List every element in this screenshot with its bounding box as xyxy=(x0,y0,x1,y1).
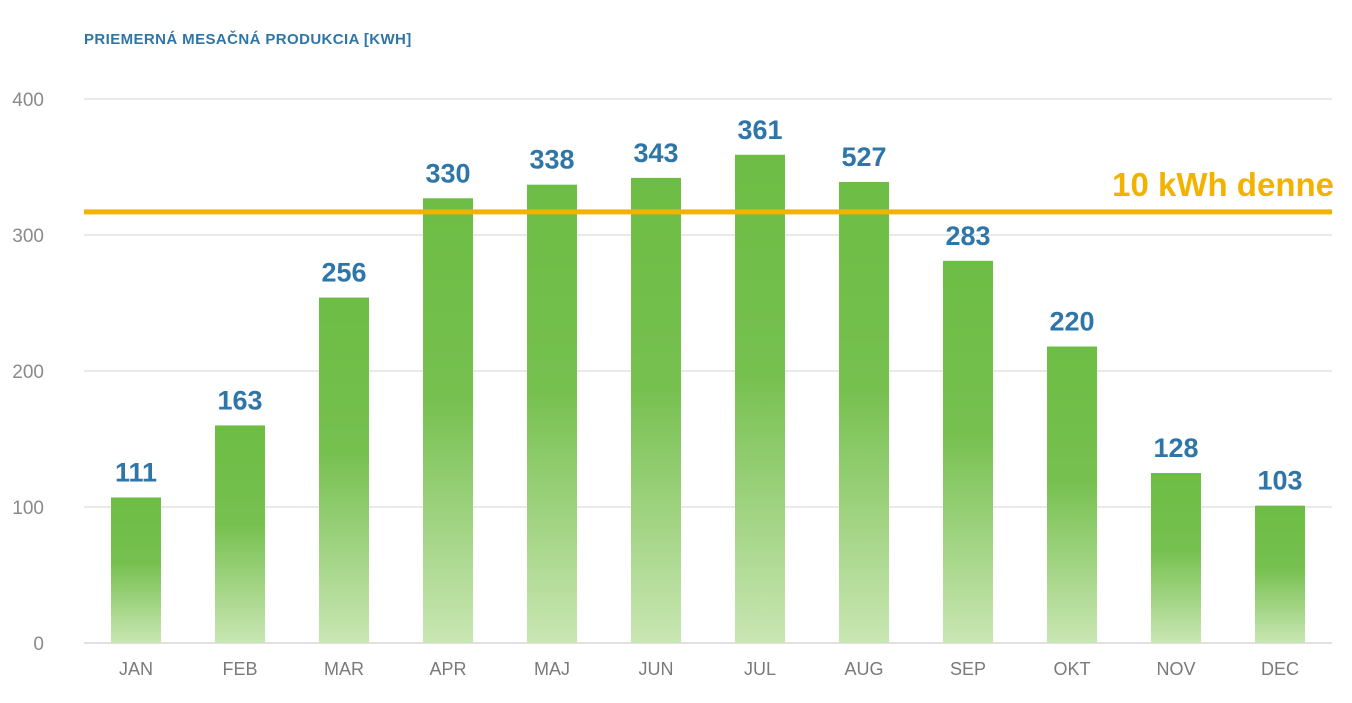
bar-maj xyxy=(527,184,577,643)
y-tick-label: 200 xyxy=(12,362,44,383)
x-tick-label: AUG xyxy=(844,659,883,679)
bar-feb xyxy=(215,425,265,643)
chart-title: PRIEMERNÁ MESAČNÁ PRODUKCIA [KWH] xyxy=(84,31,412,48)
data-label: 361 xyxy=(737,115,782,145)
x-tick-label: JUL xyxy=(744,659,776,679)
y-tick-label: 300 xyxy=(12,226,44,247)
data-label: 338 xyxy=(529,145,574,175)
data-label: 256 xyxy=(321,258,366,288)
data-label: 111 xyxy=(115,457,157,487)
bar-mar xyxy=(319,297,369,643)
bar-jun xyxy=(631,177,681,643)
x-tick-label: APR xyxy=(429,659,466,679)
data-label: 527 xyxy=(841,142,886,172)
y-tick-label: 100 xyxy=(12,498,44,519)
bar-jul xyxy=(735,154,785,643)
x-tick-label: JUN xyxy=(639,659,674,679)
y-tick-label: 400 xyxy=(12,90,44,111)
x-tick-label: MAR xyxy=(324,659,364,679)
data-label: 163 xyxy=(217,385,262,415)
bar-nov xyxy=(1151,473,1201,643)
x-tick-label: SEP xyxy=(950,659,986,679)
data-label: 128 xyxy=(1153,433,1198,463)
bar-aug xyxy=(839,181,889,643)
y-tick-label: 0 xyxy=(33,634,44,655)
x-tick-label: JAN xyxy=(119,659,153,679)
data-label: 330 xyxy=(425,158,470,188)
x-tick-label: DEC xyxy=(1261,659,1299,679)
bar-sep xyxy=(943,260,993,643)
data-label: 220 xyxy=(1049,307,1094,337)
bar-dec xyxy=(1255,505,1305,643)
bar-jan xyxy=(111,497,161,643)
data-label: 103 xyxy=(1257,466,1302,496)
data-label: 343 xyxy=(633,138,678,168)
bar-apr xyxy=(423,198,473,643)
x-tick-label: MAJ xyxy=(534,659,570,679)
data-label: 283 xyxy=(945,221,990,251)
x-tick-label: OKT xyxy=(1053,659,1090,679)
bar-okt xyxy=(1047,346,1097,643)
x-tick-label: NOV xyxy=(1156,659,1195,679)
reference-line-label: 10 kWh denne xyxy=(1112,166,1334,203)
x-tick-label: FEB xyxy=(222,659,257,679)
